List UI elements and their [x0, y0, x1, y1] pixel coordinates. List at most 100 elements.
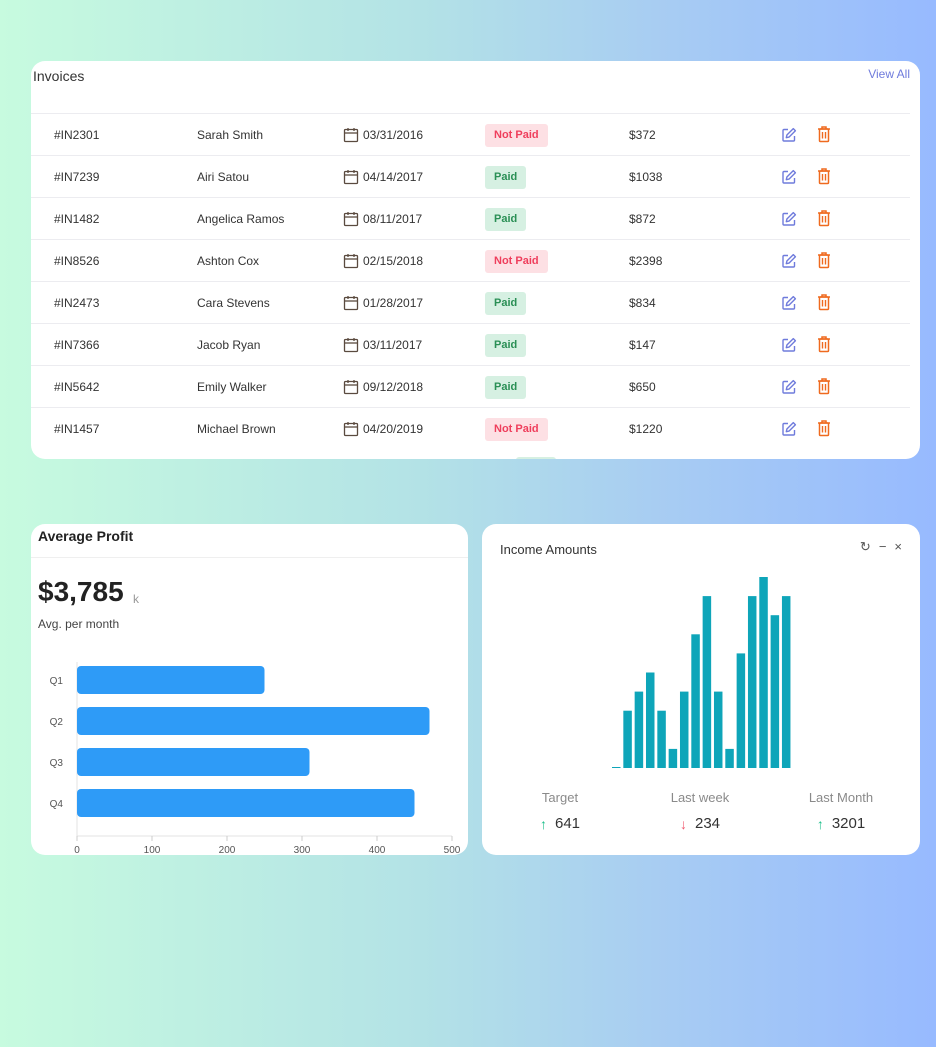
stat-label: Last week [670, 790, 730, 805]
status-badge: Not Paid [485, 250, 548, 273]
edit-icon[interactable] [781, 169, 797, 185]
bar-q2 [77, 707, 430, 735]
invoice-amount: $147 [629, 338, 656, 352]
income-bar [781, 596, 791, 768]
income-amounts-card: Income Amounts ↻ − × Target ↑ 641 Last w… [482, 524, 920, 855]
calendar-icon [343, 379, 359, 395]
x-tick-label: 200 [219, 845, 236, 854]
invoice-amount: $650 [629, 380, 656, 394]
invoice-date: 04/14/2017 [343, 156, 423, 198]
trash-icon[interactable] [817, 251, 831, 269]
view-all-link[interactable]: View All [868, 67, 910, 81]
edit-icon[interactable] [781, 379, 797, 395]
invoice-amount: $2398 [629, 254, 663, 268]
calendar-icon [343, 169, 359, 185]
invoice-date: 08/11/2017 [343, 198, 422, 240]
income-bar [634, 691, 644, 768]
status-badge: Not Paid [485, 124, 548, 147]
close-icon[interactable]: × [894, 539, 902, 554]
y-tick-label: Q1 [50, 676, 64, 687]
date-text: 03/31/2016 [363, 128, 424, 142]
date-text: 03/11/2017 [363, 338, 423, 352]
customer-name: Emily Walker [197, 380, 267, 394]
income-bar [679, 691, 689, 768]
invoice-id: #IN2301 [54, 128, 100, 142]
invoice-date: 03/11/2017 [343, 324, 422, 366]
status-badge: Not Paid [485, 418, 548, 441]
invoice-id: #IN1457 [54, 422, 100, 436]
customer-name: Michael Brown [197, 422, 276, 436]
trash-icon[interactable] [817, 419, 831, 437]
edit-icon[interactable] [781, 127, 797, 143]
income-bar-chart [612, 577, 791, 768]
x-tick-label: 0 [74, 845, 80, 854]
income-bar [668, 748, 678, 768]
trash-icon[interactable] [817, 209, 831, 227]
x-tick-label: 400 [369, 845, 386, 854]
edit-icon[interactable] [781, 253, 797, 269]
y-tick-label: Q3 [50, 758, 64, 769]
table-row: #IN2301 Sarah Smith 03/31/2016 Not Paid $372 [31, 113, 910, 155]
trash-icon[interactable] [817, 335, 831, 353]
bar-q1 [77, 666, 265, 694]
profit-bar-chart: Q1 Q2 Q3 Q4 0 100 200 300 400 500 [50, 662, 461, 854]
average-profit-value: $3,785 [38, 576, 124, 607]
arrow-up-icon: ↑ [539, 815, 547, 832]
edit-icon[interactable] [781, 295, 797, 311]
income-bar [691, 634, 700, 768]
invoice-amount: $1038 [629, 170, 663, 184]
invoices-table: #IN2301 Sarah Smith 03/31/2016 Not Paid $372… [31, 113, 910, 449]
status-badge: Paid [485, 208, 527, 231]
minimize-icon[interactable]: − [878, 539, 887, 554]
table-row: #IN5642 Emily Walker 09/12/2018 Paid $650 [31, 365, 910, 407]
x-tick-label: 300 [294, 845, 311, 854]
invoice-id: #IN1482 [54, 212, 100, 226]
invoice-id: #IN8526 [54, 254, 100, 268]
customer-name: Ashton Cox [197, 254, 260, 268]
average-profit-unit: k [133, 592, 139, 606]
income-bar [623, 710, 632, 768]
date-text: 01/28/2017 [363, 296, 424, 310]
status-badge-partial [516, 457, 556, 459]
invoice-id: #IN7366 [54, 338, 100, 352]
status-badge: Paid [485, 376, 527, 399]
bar-q4 [77, 789, 415, 817]
bar-q3 [77, 748, 310, 776]
edit-icon[interactable] [781, 421, 797, 437]
status-badge: Paid [485, 334, 527, 357]
table-row: #IN1482 Angelica Ramos 08/11/2017 Paid $872 [31, 197, 910, 239]
date-text: 02/15/2018 [363, 254, 424, 268]
customer-name: Jacob Ryan [197, 338, 261, 352]
invoices-title: Invoices [33, 68, 85, 84]
trash-icon[interactable] [817, 377, 831, 395]
date-text: 09/12/2018 [363, 380, 424, 394]
invoice-amount: $1220 [629, 422, 663, 436]
invoice-amount: $872 [629, 212, 656, 226]
stat-last-week: Last week ↓ 234 [645, 790, 755, 832]
x-tick-label: 100 [144, 845, 161, 854]
table-row: #IN7366 Jacob Ryan 03/11/2017 Paid $147 [31, 323, 910, 365]
stat-value: 3201 [831, 815, 866, 832]
refresh-icon[interactable]: ↻ [859, 539, 871, 554]
customer-name: Sarah Smith [197, 128, 264, 142]
income-bar [736, 653, 746, 768]
income-bar [702, 596, 712, 768]
stat-last-month: Last Month ↑ 3201 [786, 790, 896, 832]
invoice-id: #IN7239 [54, 170, 100, 184]
invoice-amount: $834 [629, 296, 656, 310]
calendar-icon [343, 127, 359, 143]
date-text: 04/20/2019 [363, 422, 424, 436]
trash-icon[interactable] [817, 125, 831, 143]
invoice-date: 04/20/2019 [343, 408, 423, 450]
table-row: #IN7239 Airi Satou 04/14/2017 Paid $1038 [31, 155, 910, 197]
trash-icon[interactable] [817, 167, 831, 185]
income-bar [657, 710, 666, 768]
edit-icon[interactable] [781, 337, 797, 353]
stat-value: 641 [554, 815, 581, 832]
edit-icon[interactable] [781, 211, 797, 227]
trash-icon[interactable] [817, 293, 831, 311]
income-bar [645, 672, 655, 768]
arrow-down-icon: ↓ [679, 815, 687, 832]
invoice-date: 02/15/2018 [343, 240, 423, 282]
calendar-icon [343, 295, 359, 311]
